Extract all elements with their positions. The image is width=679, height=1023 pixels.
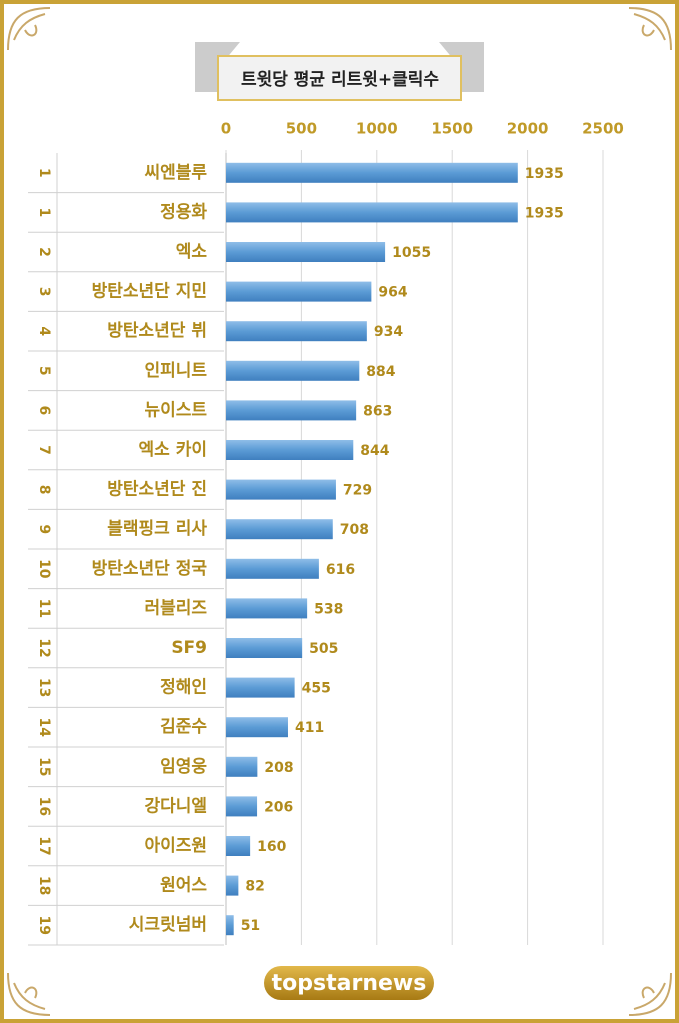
rank-label: 1 (36, 168, 52, 178)
value-label: 964 (378, 285, 407, 301)
value-label: 1935 (525, 205, 564, 221)
footer-text: topstarnews (272, 971, 427, 996)
rank-label: 6 (36, 406, 52, 416)
x-tick-label: 500 (286, 120, 317, 138)
bar (226, 558, 319, 579)
rank-label: 5 (36, 366, 52, 376)
bar (226, 519, 333, 540)
category-label: SF9 (171, 638, 207, 658)
value-label: 160 (257, 839, 286, 855)
rank-label: 15 (36, 757, 52, 776)
rank-label: 8 (36, 485, 52, 495)
bar (226, 479, 336, 500)
category-label: 방탄소년단 뷔 (107, 321, 207, 341)
value-label: 844 (360, 443, 389, 459)
bar (226, 281, 372, 302)
rank-label: 12 (36, 638, 52, 657)
value-label: 208 (264, 760, 293, 776)
rank-label: 9 (36, 524, 52, 534)
bar (226, 360, 360, 381)
category-label: 아이즈원 (144, 836, 207, 856)
value-label: 51 (241, 918, 260, 934)
category-label: 정해인 (160, 678, 207, 698)
category-label: 뉴이스트 (144, 400, 207, 420)
rank-label: 4 (36, 326, 52, 336)
x-tick-label: 1000 (356, 120, 398, 138)
category-label: 방탄소년단 진 (107, 480, 207, 500)
bar (226, 915, 234, 936)
bar (226, 598, 308, 619)
title-banner (195, 42, 484, 101)
ornaments (7, 7, 672, 1016)
category-label: 인피니트 (144, 361, 207, 381)
category-label: 임영웅 (160, 756, 207, 777)
x-tick-label: 2000 (507, 120, 549, 138)
value-label: 1055 (392, 245, 431, 261)
category-label: 원어스 (160, 876, 207, 896)
category-label: 방탄소년단 지민 (92, 282, 207, 302)
value-label: 411 (295, 720, 324, 736)
value-label: 82 (245, 879, 264, 895)
rank-label: 10 (36, 559, 52, 579)
rank-label: 16 (36, 797, 52, 816)
chart-title: 트윗당 평균 리트윗+클릭수 (241, 70, 439, 90)
rank-label: 18 (36, 876, 52, 895)
bar (226, 875, 239, 896)
bar (226, 638, 303, 658)
rank-label: 3 (36, 287, 52, 297)
bar (226, 162, 518, 183)
bar (226, 321, 367, 342)
category-label: 엑소 카이 (139, 440, 207, 460)
value-label: 455 (302, 681, 331, 697)
rank-label: 17 (36, 836, 52, 855)
category-label: 정용화 (160, 202, 207, 222)
value-label: 538 (314, 601, 343, 617)
value-label: 505 (309, 641, 338, 657)
bar (226, 202, 518, 223)
value-label: 934 (374, 324, 403, 340)
category-label: 블랙핑크 리사 (107, 519, 207, 539)
category-label: 강다니엘 (144, 796, 207, 816)
rank-label: 2 (36, 247, 52, 257)
rank-label: 1 (36, 208, 52, 218)
bar (226, 677, 295, 698)
rank-label: 11 (36, 599, 52, 618)
bar (226, 836, 251, 856)
footer-logo (264, 966, 434, 1000)
value-label: 616 (326, 562, 355, 578)
x-tick-label: 2500 (582, 120, 624, 138)
value-label: 729 (343, 483, 372, 499)
value-label: 206 (264, 799, 293, 815)
category-label: 러블리즈 (144, 598, 207, 618)
category-label: 방탄소년단 정국 (92, 559, 208, 579)
value-label: 884 (366, 364, 395, 380)
bar (226, 796, 258, 817)
x-tick-label: 1500 (431, 120, 473, 138)
rank-label: 19 (36, 915, 52, 934)
rank-label: 13 (36, 678, 52, 697)
rank-label: 14 (36, 717, 52, 737)
category-label: 씨엔블루 (144, 163, 207, 183)
bar (226, 756, 258, 777)
category-label: 시크릿넘버 (129, 915, 207, 935)
value-label: 708 (340, 522, 369, 538)
category-label: 김준수 (160, 717, 207, 737)
bar (226, 242, 386, 262)
rank-label: 7 (36, 445, 52, 455)
bar (226, 400, 357, 421)
x-tick-label: 0 (221, 120, 231, 138)
bar (226, 440, 354, 460)
value-label: 863 (363, 403, 392, 419)
category-label: 엑소 (176, 242, 208, 262)
bar (226, 717, 288, 738)
value-label: 1935 (525, 166, 564, 182)
